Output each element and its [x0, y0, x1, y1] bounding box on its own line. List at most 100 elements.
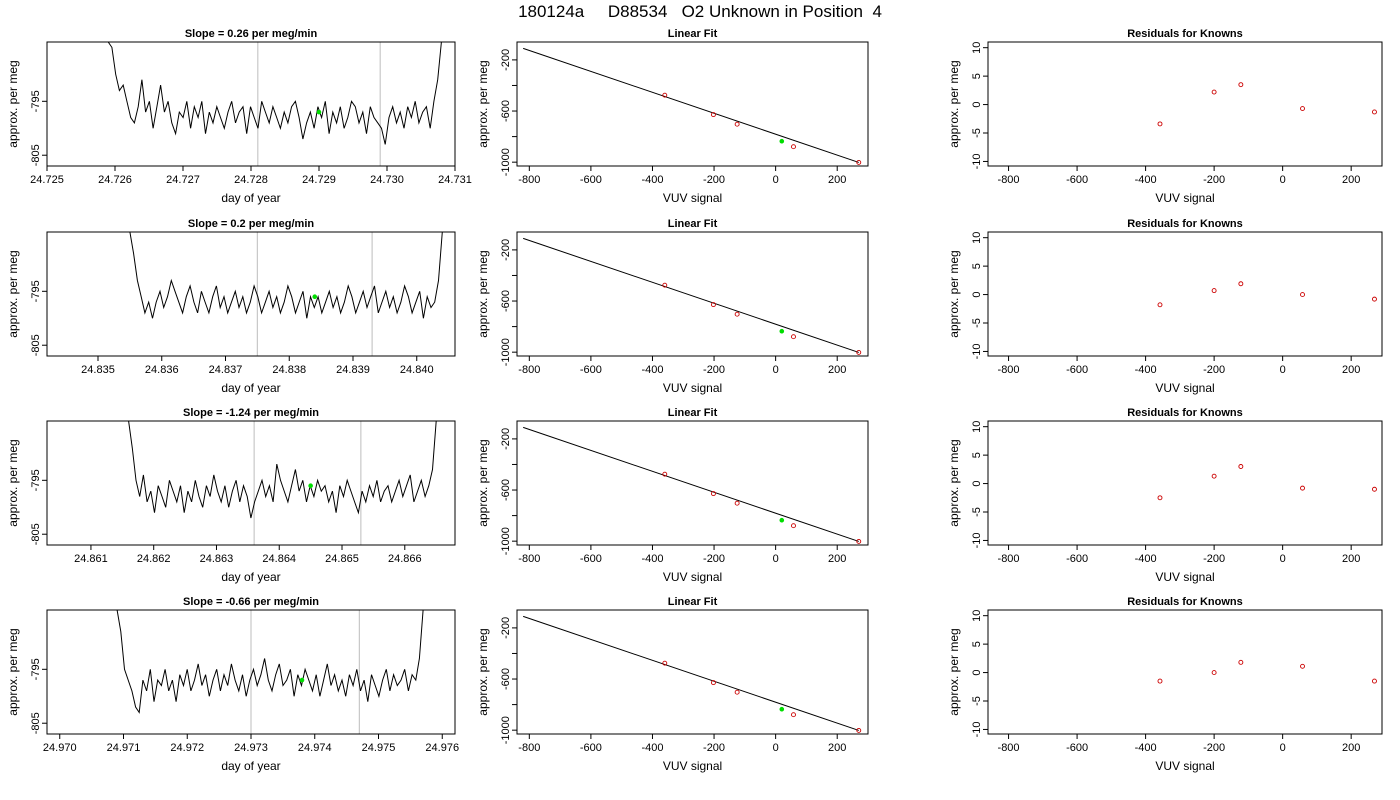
x-tick-label: 24.840 [400, 364, 434, 376]
x-tick-label: -800 [518, 174, 540, 186]
x-tick-label: 0 [1280, 553, 1286, 565]
panel-title: Slope = 0.2 per meg/min [188, 218, 315, 230]
fit-line [522, 47, 859, 163]
data-point [1157, 302, 1163, 308]
data-point [791, 144, 796, 150]
y-axis-label: approx. per meg [947, 250, 961, 337]
x-tick-label: 24.728 [234, 174, 268, 186]
unknown-marker [779, 328, 785, 334]
data-point [734, 689, 740, 695]
y-axis-label: approx. per meg [476, 60, 490, 147]
panel-1-2: Linear Fit -800 -600 -400 -200 0 200 -200 -600 -1… [476, 28, 869, 205]
x-tick-label: 24.725 [30, 174, 64, 186]
x-axis-label: VUV signal [663, 191, 722, 205]
x-tick-label: -800 [998, 174, 1020, 186]
x-tick-label: -800 [518, 553, 540, 565]
plot-frame [987, 231, 1383, 357]
data-point [734, 500, 740, 506]
y-tick-label: 0 [971, 292, 983, 298]
data-point [1157, 495, 1163, 501]
x-tick-label: -200 [703, 553, 725, 565]
plot-area [1157, 659, 1377, 684]
y-tick-label: -795 [30, 280, 42, 302]
panel-title: Slope = -0.66 per meg/min [183, 596, 319, 608]
data-point [1372, 109, 1377, 115]
fit-line [522, 237, 859, 353]
data-point [1157, 121, 1163, 127]
panel-3-3: Residuals for Knowns -800 -600 -400 -200 0 200… [947, 407, 1383, 584]
data-point [1300, 485, 1305, 491]
x-axis-label: VUV signal [1155, 381, 1214, 395]
plot-frame [46, 41, 456, 167]
x-tick-label: 24.976 [425, 742, 459, 754]
figure-title: 180124a D88534 O2 Unknown in Position 4 [518, 2, 882, 21]
data-point [856, 349, 862, 355]
unknown-marker [779, 138, 785, 144]
y-axis-label: approx. per meg [6, 628, 20, 715]
x-tick-label: 24.731 [438, 174, 472, 186]
plot-area [116, 610, 424, 714]
x-tick-label: -200 [703, 742, 725, 754]
x-tick-label: -200 [1203, 174, 1225, 186]
data-point [734, 311, 740, 317]
data-point [662, 92, 668, 98]
x-tick-label: 24.973 [234, 742, 268, 754]
panel-title: Linear Fit [668, 218, 718, 230]
panel-4-3: Residuals for Knowns -800 -600 -400 -200 0 200… [947, 596, 1383, 773]
x-axis-label: day of year [221, 191, 280, 205]
y-tick-label: -600 [500, 100, 512, 122]
x-tick-label: 24.861 [74, 553, 108, 565]
y-tick-label: -200 [500, 239, 512, 261]
y-tick-label: 0 [971, 670, 983, 676]
x-tick-label: 24.863 [200, 553, 234, 565]
panel-1-3: Residuals for Knowns -800 -600 -400 -200 0 200… [947, 28, 1383, 205]
x-axis-label: day of year [221, 759, 280, 773]
x-tick-label: -600 [1066, 174, 1088, 186]
y-tick-label: -795 [30, 469, 42, 491]
y-tick-label: -10 [971, 721, 983, 737]
y-tick-label: -805 [30, 144, 42, 166]
unknown-marker [312, 294, 318, 299]
x-tick-label: -800 [518, 742, 540, 754]
x-tick-label: 24.866 [388, 553, 422, 565]
data-point [856, 538, 862, 544]
data-point [662, 471, 668, 477]
y-tick-label: 10 [971, 42, 983, 54]
data-point [1211, 473, 1217, 479]
x-tick-label: -400 [641, 364, 663, 376]
x-tick-label: 0 [773, 742, 779, 754]
x-tick-label: 24.862 [137, 553, 171, 565]
panel-title: Slope = 0.26 per meg/min [185, 28, 318, 40]
x-tick-label: 24.975 [362, 742, 396, 754]
x-tick-label: -800 [998, 742, 1020, 754]
data-point [662, 660, 668, 666]
unknown-marker [316, 109, 322, 115]
y-tick-label: -1000 [500, 338, 512, 366]
x-tick-label: 24.727 [166, 174, 200, 186]
data-point [1372, 296, 1377, 302]
plot-frame [516, 41, 869, 167]
x-tick-label: -400 [1135, 364, 1157, 376]
data-point [1238, 82, 1244, 88]
x-axis-label: VUV signal [1155, 759, 1214, 773]
x-tick-label: 200 [828, 742, 846, 754]
data-point [1238, 659, 1244, 665]
x-tick-label: 24.729 [302, 174, 336, 186]
data-point [791, 334, 796, 340]
y-axis-label: approx. per meg [947, 60, 961, 147]
panel-2-2: Linear Fit -800 -600 -400 -200 0 200 -200 -600 -1… [476, 218, 869, 395]
fit-line [522, 426, 859, 542]
plot-area [522, 237, 862, 355]
data-point [1300, 292, 1305, 298]
x-tick-label: 200 [1342, 364, 1360, 376]
data-point [710, 112, 716, 118]
data-trace [116, 610, 424, 714]
unknown-marker [308, 483, 313, 488]
plot-frame [987, 420, 1383, 546]
x-tick-label: 200 [828, 553, 846, 565]
data-point [1300, 663, 1305, 669]
x-axis-label: day of year [221, 381, 280, 395]
y-axis-label: approx. per meg [6, 439, 20, 526]
y-tick-label: -200 [500, 428, 512, 450]
